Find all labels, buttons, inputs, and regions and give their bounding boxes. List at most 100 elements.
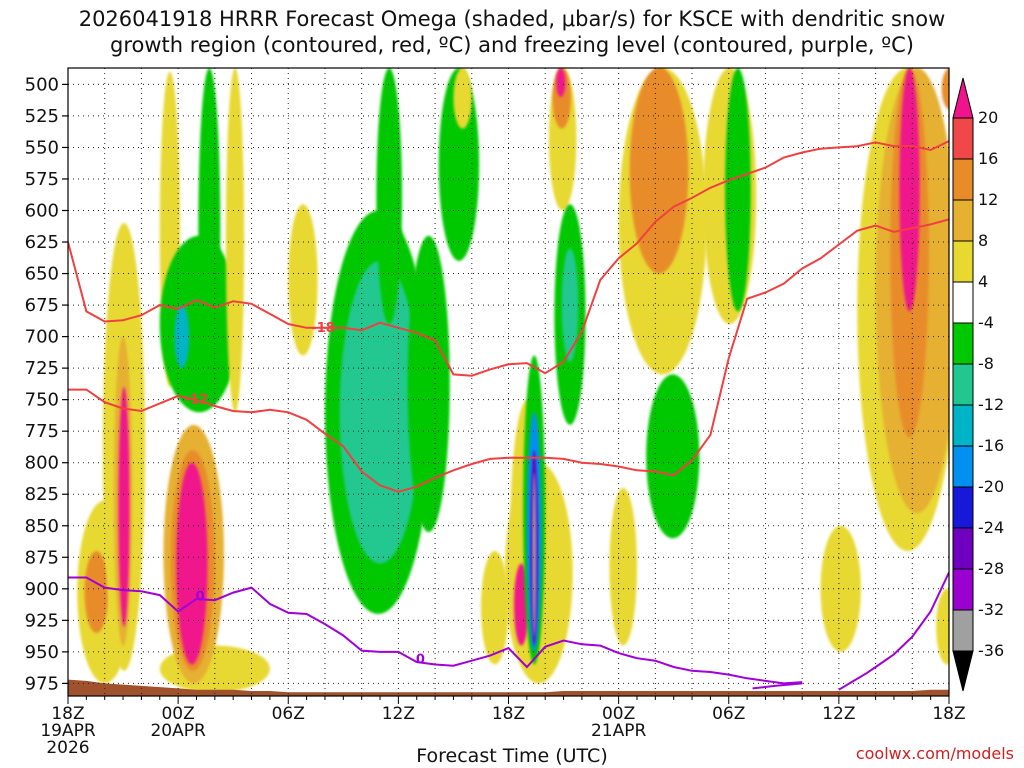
colorbar-low-arrow xyxy=(952,650,974,692)
omega-region xyxy=(198,68,221,388)
omega-region xyxy=(339,260,421,564)
omega-region xyxy=(646,68,674,135)
time-tick-label: 12Z xyxy=(822,704,855,724)
chart-title-line-2: growth region (contoured, red, ºC) and f… xyxy=(110,33,914,57)
omega-region xyxy=(556,68,566,98)
colorbar-segment xyxy=(952,527,974,570)
time-tick-label: 18Z xyxy=(932,704,965,724)
colorbar-label: 8 xyxy=(978,231,988,250)
colorbar-label: 4 xyxy=(978,272,988,291)
pressure-tick-label: 700 xyxy=(25,327,59,348)
dgz-contour xyxy=(68,140,949,377)
time-tick-label: 06Z xyxy=(272,704,305,724)
omega-region xyxy=(646,374,700,539)
pressure-tick-label: 750 xyxy=(25,390,59,411)
omega-region xyxy=(288,204,318,356)
dgz-contour-label: -12 xyxy=(185,393,209,408)
colorbar-segment xyxy=(952,445,974,488)
time-tick-label: 00Z 20APR xyxy=(150,704,206,741)
colorbar-label: -32 xyxy=(978,600,1004,619)
colorbar-label: -24 xyxy=(978,518,1004,537)
colorbar-label: -20 xyxy=(978,477,1004,496)
colorbar-segment xyxy=(952,158,974,201)
time-tick-label: 06Z xyxy=(712,704,745,724)
omega-region xyxy=(453,68,472,129)
colorbar-segment xyxy=(952,404,974,447)
pressure-tick-label: 825 xyxy=(25,484,59,505)
colorbar-high-arrow xyxy=(952,77,974,119)
omega-region xyxy=(941,68,949,110)
omega-region xyxy=(376,68,403,324)
freezing-level-contour xyxy=(838,571,949,691)
colorbar-segment xyxy=(952,609,974,652)
plot-grid xyxy=(68,68,949,696)
omega-region xyxy=(609,487,637,646)
omega-region xyxy=(899,68,920,312)
pressure-tick-label: 925 xyxy=(25,610,59,631)
pressure-tick-label: 775 xyxy=(25,421,59,442)
colorbar-label: -8 xyxy=(978,354,994,373)
pressure-tick-label: 850 xyxy=(25,516,59,537)
chart-title-line-1: 2026041918 HRRR Forecast Omega (shaded, … xyxy=(78,7,946,31)
freezing-level-contour xyxy=(752,682,803,690)
omega-region xyxy=(176,462,208,665)
omega-region xyxy=(407,235,450,533)
colorbar-segment xyxy=(952,486,974,529)
omega-shading xyxy=(77,68,949,693)
omega-region xyxy=(725,68,751,312)
pressure-tick-label: 675 xyxy=(25,295,59,316)
colorbar-label: 20 xyxy=(978,108,998,127)
omega-region xyxy=(118,387,130,627)
colorbar-label: -12 xyxy=(978,395,1004,414)
colorbar-label: 16 xyxy=(978,149,998,168)
colorbar-segment xyxy=(952,568,974,611)
omega-region xyxy=(84,550,109,633)
pressure-tick-label: 525 xyxy=(25,106,59,127)
colorbar-segment xyxy=(952,322,974,365)
time-tick-label: 00Z 21APR xyxy=(591,704,647,741)
time-tick-label: 18Z xyxy=(492,704,525,724)
omega-region xyxy=(480,550,509,665)
pressure-tick-label: 575 xyxy=(25,169,59,190)
colorbar-label: -16 xyxy=(978,436,1004,455)
colorbar-segment xyxy=(952,199,974,242)
omega-region xyxy=(561,248,579,362)
freezing-level-contour-label: 0 xyxy=(196,589,205,604)
colorbar-segment xyxy=(952,240,974,283)
colorbar-label: 12 xyxy=(978,190,998,209)
omega-colorbar: -36 -32 -28 -24 -20 -16 -12 -8 -4 4 8 12 16 20 xyxy=(952,77,1004,692)
omega-region xyxy=(532,472,537,637)
pressure-tick-label: 900 xyxy=(25,579,59,600)
temperature-contours xyxy=(68,140,949,691)
pressure-tick-label: 875 xyxy=(25,547,59,568)
omega-region xyxy=(225,68,245,413)
terrain-area xyxy=(68,679,949,696)
contour-labels: -18 -12 0 0 xyxy=(185,321,425,668)
pressure-tick-label: 725 xyxy=(25,358,59,379)
pressure-tick-label: 650 xyxy=(25,264,59,285)
time-axis: 18Z 19APR 2026 00Z 20APR 06Z 12Z 18Z 00Z 21APR 06Z… xyxy=(40,696,966,758)
pressure-tick-label: 975 xyxy=(25,673,59,694)
time-tick-label: 12Z xyxy=(382,704,415,724)
colorbar-segment xyxy=(952,281,974,324)
colorbar-label: -36 xyxy=(978,641,1004,660)
freezing-level-contour xyxy=(68,576,803,685)
pressure-tick-label: 950 xyxy=(25,642,59,663)
omega-region xyxy=(820,525,861,652)
x-axis-title: Forecast Time (UTC) xyxy=(416,745,608,767)
pressure-tick-label: 600 xyxy=(25,200,59,221)
pressure-tick-label: 625 xyxy=(25,232,59,253)
time-tick-label: 18Z 19APR 2026 xyxy=(40,704,96,758)
terrain-fill xyxy=(68,679,949,696)
dgz-contour-label: -18 xyxy=(311,321,335,336)
pressure-axis: 500 525 550 575 600 625 650 675 700 725 750 775 800 8… xyxy=(25,74,68,694)
omega-region xyxy=(936,588,949,665)
site-credit[interactable]: coolwx.com/models xyxy=(855,744,1014,763)
colorbar-label: -28 xyxy=(978,559,1004,578)
omega-region xyxy=(629,68,689,274)
colorbar-segment xyxy=(952,363,974,406)
pressure-tick-label: 800 xyxy=(25,453,59,474)
pressure-tick-label: 500 xyxy=(25,74,59,95)
colorbar-segment xyxy=(952,117,974,160)
dgz-contour xyxy=(68,218,949,493)
